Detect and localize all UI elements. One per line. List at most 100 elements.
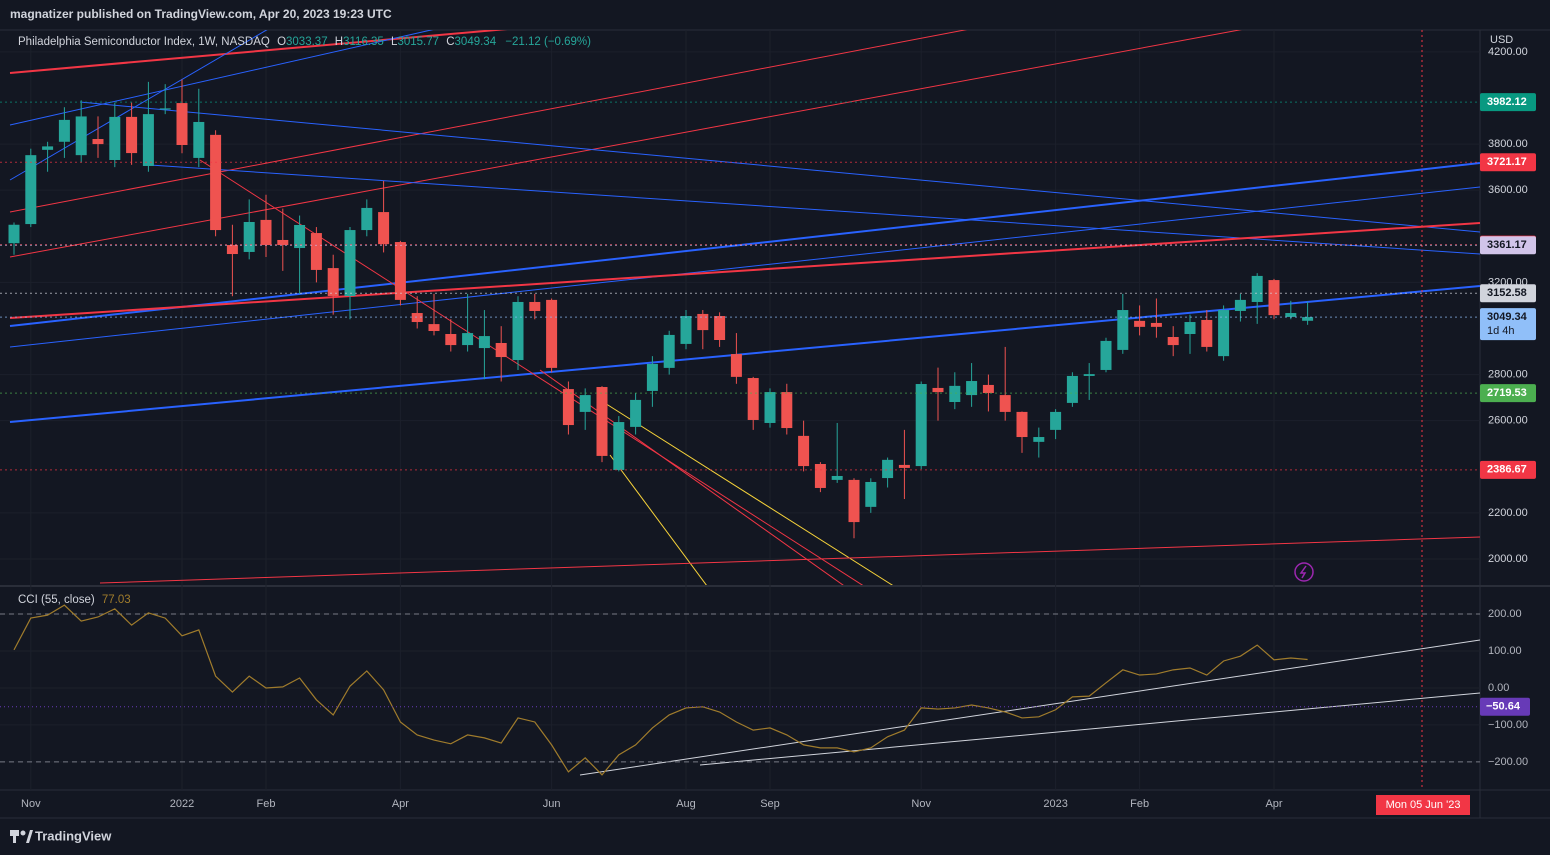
candle-body bbox=[344, 230, 356, 296]
candle-body bbox=[378, 212, 390, 245]
cursor-label-box bbox=[1376, 795, 1470, 815]
trendline bbox=[579, 639, 1480, 776]
trendline bbox=[99, 536, 1480, 584]
candle-body bbox=[1100, 340, 1112, 370]
candle-body bbox=[730, 354, 742, 377]
x-tick-label: Sep bbox=[760, 798, 780, 810]
logo[interactable] bbox=[10, 830, 33, 843]
trendline bbox=[9, 222, 1480, 319]
cci-legend: CCI (55, close) 77.03 bbox=[18, 594, 131, 606]
currency: USD bbox=[1490, 34, 1513, 46]
candle-body bbox=[462, 333, 474, 346]
candle-body bbox=[714, 316, 726, 340]
candle-body bbox=[1117, 310, 1129, 350]
price-label-box bbox=[1480, 153, 1536, 172]
y-tick-label: −200.00 bbox=[1488, 756, 1528, 768]
y-tick-label: 2200.00 bbox=[1488, 507, 1528, 519]
alert-icon[interactable] bbox=[1294, 562, 1314, 582]
candle-body bbox=[92, 139, 104, 145]
candle-body bbox=[327, 268, 339, 296]
x-tick-label: Apr bbox=[392, 798, 409, 810]
price-label-box bbox=[1480, 460, 1536, 479]
candle-body bbox=[512, 301, 524, 361]
candle-body bbox=[8, 224, 20, 244]
cci-drawings bbox=[579, 639, 1480, 776]
candle-body bbox=[176, 103, 188, 146]
x-tick-label: 2022 bbox=[170, 798, 194, 810]
price-label: 2386.67 bbox=[1487, 464, 1527, 476]
candle-body bbox=[680, 316, 692, 344]
candle-body bbox=[394, 242, 406, 300]
candle-body bbox=[966, 381, 978, 396]
candle-body bbox=[747, 378, 759, 420]
candle-body bbox=[865, 481, 877, 507]
trendline bbox=[9, 30, 268, 181]
price-label: 3721.17 bbox=[1487, 156, 1527, 168]
candle-body bbox=[411, 313, 423, 323]
candle-body bbox=[1268, 280, 1280, 316]
price-label-box bbox=[1480, 284, 1536, 303]
candle-body bbox=[495, 342, 507, 358]
price-label-box bbox=[1480, 384, 1536, 403]
trendline bbox=[699, 692, 1480, 766]
candle-body bbox=[613, 422, 625, 470]
trendline bbox=[79, 101, 1480, 233]
candle-body bbox=[193, 121, 205, 158]
candle-body bbox=[210, 134, 222, 231]
candle-body bbox=[1150, 322, 1162, 327]
candle-body bbox=[226, 245, 238, 255]
candle-body bbox=[949, 385, 961, 402]
candle-body bbox=[915, 384, 927, 467]
trendline bbox=[149, 164, 1480, 255]
cci-last: 77.03 bbox=[102, 594, 131, 606]
marker-label: −50.64 bbox=[1486, 701, 1521, 713]
candle-body bbox=[898, 464, 910, 468]
candle-body bbox=[260, 219, 272, 246]
candle-body bbox=[663, 334, 675, 368]
y-tick-label: 4200.00 bbox=[1488, 46, 1528, 58]
price-label: 2719.53 bbox=[1487, 387, 1527, 399]
y-tick-label: 100.00 bbox=[1488, 645, 1522, 657]
y-tick-label: 3600.00 bbox=[1488, 184, 1528, 196]
price-label: 3982.12 bbox=[1487, 96, 1527, 108]
y-tick-label: 2600.00 bbox=[1488, 415, 1528, 427]
candle-body bbox=[243, 221, 255, 252]
candle-body bbox=[529, 301, 541, 311]
candle-body bbox=[1066, 375, 1078, 403]
candle-body bbox=[1218, 310, 1230, 357]
x-tick-label: Feb bbox=[257, 798, 276, 810]
candle-body bbox=[445, 334, 457, 346]
candle-body bbox=[75, 116, 87, 156]
legend-value: 3049.34 bbox=[455, 36, 497, 48]
candle-body bbox=[646, 363, 658, 391]
trendline bbox=[9, 30, 508, 74]
candle-body bbox=[1050, 411, 1062, 430]
candle-body bbox=[999, 395, 1011, 412]
candle-body bbox=[142, 114, 154, 166]
price-label: 3361.17 bbox=[1487, 239, 1527, 251]
candle-body bbox=[546, 299, 558, 368]
candle-body bbox=[25, 155, 37, 225]
price-label-box bbox=[1480, 236, 1536, 255]
x-tick-label: Apr bbox=[1265, 798, 1282, 810]
byline: magnatizer published on TradingView.com,… bbox=[10, 7, 392, 21]
y-tick-label: 200.00 bbox=[1488, 608, 1522, 620]
y-tick-label: 2000.00 bbox=[1488, 553, 1528, 565]
price-label-box bbox=[1480, 93, 1536, 112]
candle-body bbox=[579, 395, 591, 412]
candle-body bbox=[630, 399, 642, 427]
candle-body bbox=[697, 313, 709, 331]
cursor-label: Mon 05 Jun '23 bbox=[1386, 799, 1461, 811]
y-tick-label: −100.00 bbox=[1488, 719, 1528, 731]
x-tick-label: Nov bbox=[21, 798, 41, 810]
candle-body bbox=[310, 233, 322, 270]
legend-key: L bbox=[391, 36, 398, 48]
candle-body bbox=[361, 207, 373, 231]
legend: Philadelphia Semiconductor Index, 1W, NA… bbox=[18, 36, 591, 48]
legend-key: H bbox=[335, 36, 343, 48]
candle-body bbox=[1033, 437, 1045, 442]
candle-body bbox=[58, 119, 70, 142]
